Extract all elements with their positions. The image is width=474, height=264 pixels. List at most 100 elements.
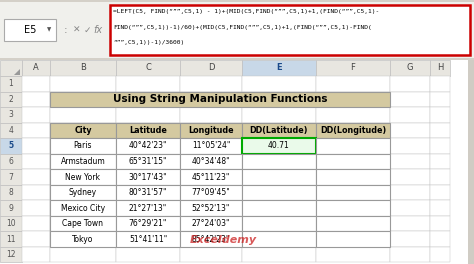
Bar [242,216,316,231]
Text: ✕: ✕ [73,26,81,35]
Bar [316,231,390,247]
Bar [110,5,470,55]
Text: 21°27'13": 21°27'13" [129,204,167,213]
Text: E5: E5 [24,25,36,35]
Bar [180,216,242,231]
Bar [116,76,180,92]
Bar [242,154,316,169]
Bar [390,76,430,92]
Bar [242,122,316,138]
Text: 27°24'03": 27°24'03" [192,219,230,228]
Text: E: E [276,64,282,73]
Bar [390,92,430,107]
Text: A: A [33,64,39,73]
Polygon shape [14,69,20,75]
Bar [242,231,316,247]
Bar [116,60,180,76]
Bar [0,185,22,200]
Bar [316,122,390,138]
Text: 77°09'45": 77°09'45" [191,188,230,197]
Bar [316,92,390,107]
Bar [50,169,116,185]
Bar [180,216,242,231]
Text: 85°42'23": 85°42'23" [192,235,230,244]
Text: Sydney: Sydney [69,188,97,197]
Text: =LEFT(C5, FIND(“””,C5,1) - 1)+(MID(C5,FIND(“””,C5,1)+1,(FIND(“””,C5,1)-: =LEFT(C5, FIND(“””,C5,1) - 1)+(MID(C5,FI… [113,9,379,14]
Text: 10: 10 [6,219,16,228]
Bar [430,231,450,247]
Bar [0,2,474,58]
Bar [430,200,450,216]
Text: 11°05'24": 11°05'24" [192,142,230,150]
Bar [50,154,116,169]
Bar [430,92,450,107]
Bar [22,76,50,92]
Text: 40°34'48": 40°34'48" [191,157,230,166]
Bar [316,76,390,92]
Text: 65°31'15": 65°31'15" [129,157,167,166]
Text: City: City [74,126,92,135]
Bar [0,138,22,154]
Bar [0,216,22,231]
Bar [242,231,316,247]
Bar [180,122,242,138]
Bar [22,138,50,154]
Bar [242,200,316,216]
Text: 52°52'13": 52°52'13" [192,204,230,213]
Bar [180,185,242,200]
Bar [180,200,242,216]
Text: Armstadum: Armstadum [61,157,105,166]
Bar [242,154,316,169]
Text: fx: fx [93,25,102,35]
Bar [242,216,316,231]
Bar [390,200,430,216]
Bar [242,138,316,154]
Text: Mexico City: Mexico City [61,204,105,213]
Bar [180,231,242,247]
Bar [50,231,116,247]
Text: 6: 6 [9,157,13,166]
Bar [116,154,180,169]
Text: 51°41'11": 51°41'11" [129,235,167,244]
Bar [180,247,242,262]
Text: Longitude: Longitude [188,126,234,135]
Bar [0,92,22,107]
Bar [116,107,180,122]
Text: ▼: ▼ [47,27,51,32]
Text: 30°17'43": 30°17'43" [128,172,167,182]
Bar [430,60,450,76]
Bar [116,169,180,185]
Bar [22,200,50,216]
Bar [430,107,450,122]
Bar [0,247,22,262]
Bar [0,76,22,92]
Bar [242,107,316,122]
Text: Latitude: Latitude [129,126,167,135]
Text: 8: 8 [9,188,13,197]
Bar [0,169,22,185]
Bar [0,60,474,264]
Text: D: D [208,64,214,73]
Bar [50,122,116,138]
Bar [116,185,180,200]
Bar [22,169,50,185]
Bar [242,76,316,92]
Bar [316,231,390,247]
Text: C: C [145,64,151,73]
Bar [50,92,116,107]
Text: New York: New York [65,172,100,182]
Text: 76°29'21": 76°29'21" [129,219,167,228]
Bar [242,122,316,138]
Bar [116,185,180,200]
Bar [242,185,316,200]
Bar [50,185,116,200]
Bar [22,216,50,231]
Bar [316,200,390,216]
Bar [316,216,390,231]
Bar [316,216,390,231]
Bar [242,92,316,107]
Bar [0,60,22,76]
Bar [0,122,22,138]
Bar [430,247,450,262]
Bar [116,247,180,262]
